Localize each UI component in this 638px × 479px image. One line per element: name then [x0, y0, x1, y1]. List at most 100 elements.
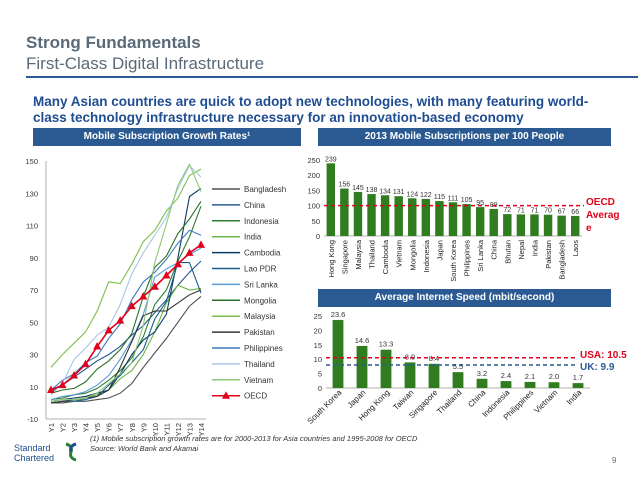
growth-y-tick-label: 150 — [25, 157, 38, 166]
growth-oecd-marker — [127, 301, 136, 310]
speed-bar-india — [572, 383, 584, 388]
growth-x-tick-label: Y13 — [185, 423, 194, 436]
speed-category-label: Vietnam — [532, 388, 559, 415]
legend-label-china: China — [244, 201, 265, 210]
growth-oecd-marker — [197, 240, 205, 248]
subs-value-label: 239 — [325, 156, 337, 163]
growth-x-tick-label: Y14 — [197, 423, 206, 436]
growth-x-tick-label: Y6 — [105, 423, 114, 432]
brand-logo-text: Standard Chartered — [14, 443, 54, 463]
growth-x-tick-label: Y10 — [151, 423, 160, 436]
brand-logo-icon — [65, 442, 77, 462]
legend-label-oecd: OECD — [244, 392, 267, 401]
logo-line-1: Standard — [14, 443, 51, 453]
subs-category-label: Bangladesh — [558, 240, 567, 280]
legend-marker-oecd — [222, 391, 230, 399]
growth-x-tick-label: Y12 — [174, 423, 183, 436]
subs-value-label: 71 — [517, 207, 525, 214]
subs-y-tick-label: 100 — [307, 202, 320, 211]
subs-value-label: 115 — [434, 194, 445, 201]
growth-oecd-marker — [185, 248, 194, 256]
speed-category-label: India — [565, 388, 584, 407]
growth-x-tick-label: Y1 — [47, 423, 56, 432]
subs-bar-cambodia — [380, 195, 390, 236]
subs-category-label: Vietnam — [395, 240, 404, 267]
legend-label-indonesia: Indonesia — [244, 217, 279, 226]
legend-label-mongolia: Mongolia — [244, 296, 277, 305]
subs-y-tick-label: 0 — [316, 232, 320, 241]
speed-y-tick-label: 5 — [318, 370, 322, 379]
subs-value-label: 70 — [544, 208, 552, 215]
growth-x-tick-label: Y3 — [70, 423, 79, 432]
legend-label-thailand: Thailand — [244, 360, 275, 369]
subs-category-label: Cambodia — [381, 239, 390, 274]
legend-label-malaysia: Malaysia — [244, 312, 276, 321]
growth-oecd-marker — [93, 341, 102, 350]
subs-value-label: 131 — [393, 189, 405, 196]
subs-category-label: China — [490, 239, 499, 259]
legend-label-india: India — [244, 233, 262, 242]
subs-bar-thailand — [367, 194, 376, 236]
subs-bar-china — [489, 208, 498, 236]
legend-label-philippines: Philippines — [244, 344, 283, 353]
speed-y-tick-label: 25 — [314, 312, 322, 321]
subs-value-label: 105 — [461, 197, 473, 204]
subs-value-label: 145 — [352, 185, 364, 192]
speed-bar-singapore — [428, 363, 440, 388]
speed-value-label: 2.1 — [525, 372, 535, 381]
speed-value-label: 3.2 — [477, 369, 487, 378]
subs-bar-bangladesh — [557, 215, 566, 236]
growth-series-line-philippines — [50, 229, 202, 391]
subs-y-tick-label: 200 — [307, 171, 320, 180]
growth-y-tick-label: -10 — [27, 415, 38, 424]
speed-y-tick-label: 10 — [314, 355, 322, 364]
subs-category-label: Singapore — [340, 240, 349, 274]
subs-value-label: 67 — [558, 209, 566, 216]
growth-series-line-vietnam — [50, 162, 202, 402]
growth-series-line-malaysia — [50, 168, 202, 368]
growth-series-line-mongolia — [50, 201, 202, 394]
legend-label-vietnam: Vietnam — [244, 376, 274, 385]
growth-oecd-marker — [47, 385, 55, 393]
subs-category-label: Pakistan — [544, 240, 553, 269]
growth-oecd-marker — [81, 359, 90, 368]
footnote-note: (1) Mobile subscription growth rates are… — [90, 434, 418, 443]
growth-series-line-thailand — [50, 164, 202, 396]
subs-value-label: 66 — [571, 209, 579, 216]
speed-usa-label: USA: 10.5 — [580, 350, 627, 361]
subs-category-label: Japan — [435, 240, 444, 260]
speed-value-label: 14.6 — [355, 336, 370, 345]
growth-y-tick-label: 30 — [30, 351, 38, 360]
growth-x-tick-label: Y9 — [139, 423, 148, 432]
speed-value-label: 8.9 — [405, 352, 415, 361]
speed-category-label: China — [466, 388, 488, 410]
logo-line-2: Chartered — [14, 453, 55, 463]
subs-bar-philippines — [462, 204, 471, 236]
subs-category-label: Mongolia — [408, 239, 417, 270]
speed-category-label: Japan — [346, 388, 368, 410]
subs-bar-bhutan — [503, 214, 512, 236]
speed-value-label: 2.0 — [549, 372, 559, 381]
subs-category-label: Laos — [571, 240, 580, 257]
subs-category-label: Hong Kong — [327, 240, 336, 278]
footnote: (1) Mobile subscription growth rates are… — [90, 434, 450, 453]
speed-value-label: 1.7 — [573, 373, 583, 382]
page-number: 9 — [612, 456, 617, 465]
speed-bar-china — [476, 378, 488, 388]
speed-bar-indonesia — [500, 381, 512, 388]
growth-y-tick-label: 110 — [26, 222, 38, 231]
subs-oecd-reference-label: OECD Averag e — [586, 197, 620, 234]
subs-bar-hong-kong — [326, 163, 335, 236]
growth-x-tick-label: Y5 — [93, 423, 102, 432]
growth-x-tick-label: Y7 — [116, 423, 125, 432]
legend-label-lao-pdr: Lao PDR — [244, 265, 277, 274]
subs-value-label: 138 — [366, 187, 378, 194]
growth-y-tick-label: 90 — [30, 254, 38, 263]
growth-oecd-marker — [150, 282, 159, 290]
speed-chart-header: Average Internet Speed (mbit/second) — [318, 289, 611, 307]
growth-x-tick-label: Y11 — [162, 423, 171, 436]
subs-category-label: Bhutan — [503, 240, 512, 264]
speed-uk-label: UK: 9.9 — [580, 362, 615, 373]
subs-bar-south-korea — [448, 202, 458, 236]
speed-category-label: South Korea — [306, 388, 344, 426]
